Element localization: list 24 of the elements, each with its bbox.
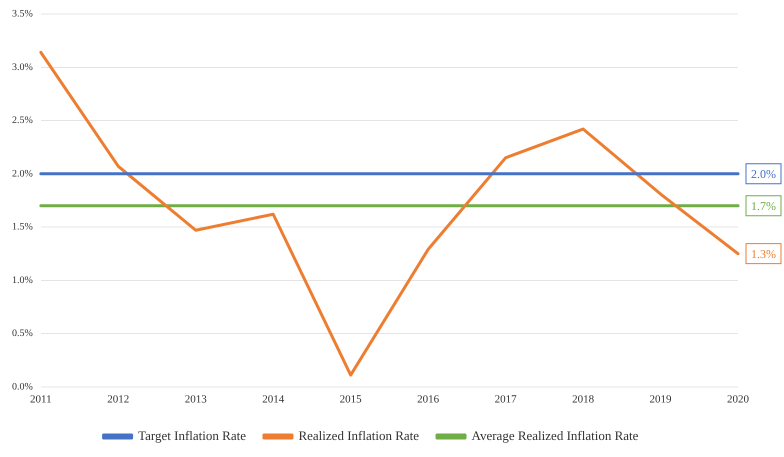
- x-tick-label: 2016: [417, 393, 440, 406]
- y-tick-label: 1.5%: [12, 222, 33, 233]
- data-label: 1.3%: [751, 246, 776, 261]
- data-label: 1.7%: [751, 198, 776, 213]
- y-tick-label: 3.5%: [12, 8, 33, 20]
- y-tick-label: 2.0%: [12, 168, 33, 180]
- legend-label: Average Realized Inflation Rate: [472, 428, 639, 443]
- data-label: 2.0%: [751, 166, 776, 181]
- x-tick-label: 2018: [572, 393, 595, 406]
- x-tick-label: 2012: [107, 393, 130, 406]
- y-tick-label: 3.0%: [12, 62, 33, 73]
- x-tick-label: 2019: [650, 393, 672, 406]
- x-tick-label: 2013: [184, 393, 208, 406]
- x-tick-label: 2015: [340, 393, 362, 406]
- x-tick-label: 2020: [727, 393, 750, 406]
- x-tick-label: 2011: [30, 393, 52, 406]
- legend-label: Target Inflation Rate: [138, 428, 246, 443]
- x-tick-label: 2014: [262, 393, 285, 406]
- y-tick-label: 0.0%: [12, 381, 33, 392]
- y-tick-label: 1.0%: [12, 274, 33, 286]
- x-tick-label: 2017: [494, 393, 518, 406]
- y-tick-label: 0.5%: [12, 328, 33, 340]
- legend-label: Realized Inflation Rate: [298, 428, 420, 443]
- y-tick-label: 2.5%: [12, 115, 33, 126]
